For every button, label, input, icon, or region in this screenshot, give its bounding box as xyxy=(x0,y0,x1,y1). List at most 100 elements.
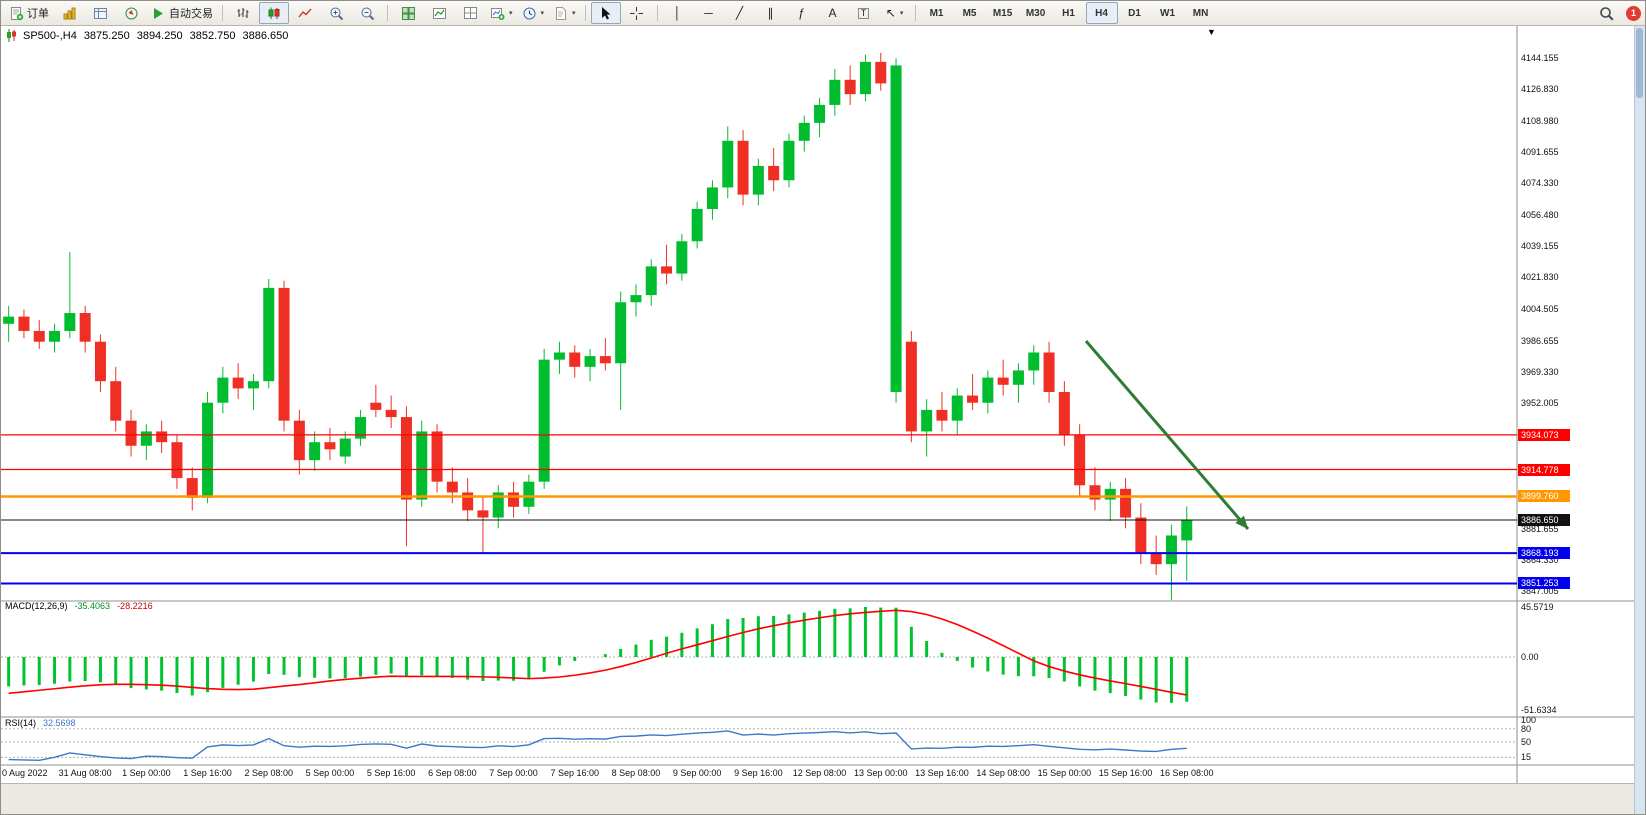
zoom-out-button[interactable] xyxy=(352,2,382,24)
candle-body xyxy=(416,431,428,500)
arrow-tools-button[interactable]: ↖ ▾ xyxy=(880,2,910,24)
timeframe-button-H4[interactable]: H4 xyxy=(1085,2,1118,24)
candle-body xyxy=(263,287,275,382)
timeframe-button-W1[interactable]: W1 xyxy=(1160,7,1176,19)
tile-windows-button[interactable] xyxy=(393,2,423,24)
fibonacci-button[interactable]: ƒ xyxy=(787,2,817,24)
chart-shift-marker[interactable]: ▼ xyxy=(1207,27,1216,37)
candle-body xyxy=(890,65,902,392)
zoom-in-button[interactable] xyxy=(321,2,351,24)
price-tick: 4021.830 xyxy=(1521,272,1559,283)
new-chart-button[interactable]: ▾ xyxy=(486,2,517,24)
rsi-line xyxy=(8,730,1187,761)
candle-body xyxy=(186,478,198,498)
candle-body xyxy=(676,241,688,274)
scrollbar-thumb[interactable] xyxy=(1636,28,1643,98)
vertical-line-button[interactable]: │ xyxy=(663,2,693,24)
bar-chart-icon xyxy=(237,7,248,18)
timeframe-button-M15[interactable]: M15 xyxy=(992,7,1013,19)
tile-windows-icon xyxy=(401,6,415,20)
rsi-label: RSI(14) xyxy=(5,718,37,728)
candle-body xyxy=(247,381,259,389)
candle-body xyxy=(599,356,611,364)
notification-badge[interactable]: 1 xyxy=(1626,5,1641,21)
time-label: 15 Sep 00:00 xyxy=(1037,768,1092,778)
indicators-button[interactable] xyxy=(424,2,454,24)
navigator-button[interactable] xyxy=(116,2,146,24)
candle-body xyxy=(722,140,734,188)
templates-button[interactable]: ▾ xyxy=(549,2,580,24)
channel-icon: ∥ xyxy=(767,6,774,20)
ohlc-header: SP500-,H4 3875.250 3894.250 3852.750 388… xyxy=(6,29,288,42)
candle-body xyxy=(309,442,321,461)
macd-axis-zero: 0.00 xyxy=(1521,652,1539,662)
candle-body xyxy=(615,302,627,364)
candle-body xyxy=(1028,352,1040,371)
arrange-charts-icon xyxy=(463,6,477,19)
data-window-button[interactable] xyxy=(85,2,115,24)
arrow-tool-icon: ↖ xyxy=(885,6,896,20)
text-button[interactable]: A xyxy=(818,2,848,24)
horizontal-line-button[interactable]: ─ xyxy=(694,2,724,24)
search-button[interactable] xyxy=(1591,2,1621,24)
crosshair-icon xyxy=(630,6,644,20)
macd-signal-value: -28.2216 xyxy=(117,601,153,611)
trendline-icon: ╱ xyxy=(735,6,744,20)
macd-main-value: -35.4063 xyxy=(74,601,111,611)
text-label-button[interactable]: T xyxy=(849,2,879,24)
candle-body xyxy=(492,492,504,518)
timeframe-button-MN[interactable]: MN xyxy=(1192,7,1209,19)
candle-body xyxy=(783,140,795,181)
time-label: 9 Sep 00:00 xyxy=(672,768,722,778)
market-watch-button[interactable] xyxy=(54,2,84,24)
line-chart-button[interactable] xyxy=(290,2,320,24)
rsi-value: 32.5698 xyxy=(43,718,76,728)
arrange-charts-button[interactable] xyxy=(455,2,485,24)
candle-body xyxy=(1074,435,1086,486)
new-order-button[interactable]: 订单 xyxy=(5,2,53,24)
candle-body xyxy=(829,79,841,105)
period-button[interactable]: ▾ xyxy=(518,2,549,24)
crosshair-button[interactable] xyxy=(622,2,652,24)
trendline-button[interactable]: ╱ xyxy=(725,2,755,24)
candle-body xyxy=(982,377,994,403)
candle-body xyxy=(1135,517,1147,554)
candle-body xyxy=(569,352,581,367)
text-label-icon: T xyxy=(857,7,870,19)
indicators-icon xyxy=(432,7,446,19)
candle-body xyxy=(691,208,703,242)
price-tick: 4056.480 xyxy=(1521,210,1559,221)
autotrading-button[interactable]: 自动交易 xyxy=(147,2,217,24)
timeframe-button-M30[interactable]: M30 xyxy=(1025,7,1046,19)
candle-body xyxy=(844,79,856,95)
timeframe-button-H1[interactable]: H1 xyxy=(1062,7,1075,19)
candle-body xyxy=(3,316,15,324)
candle-body xyxy=(339,438,351,457)
toolbar-separator xyxy=(387,5,388,21)
candlestick-chart-button[interactable] xyxy=(259,2,289,24)
timeframe-button-D1[interactable]: D1 xyxy=(1128,7,1141,19)
candle-body xyxy=(1104,488,1116,500)
rsi-axis-tick: 80 xyxy=(1521,723,1532,734)
dropdown-caret-icon: ▾ xyxy=(899,10,904,17)
price-tag: 3899.760 xyxy=(1518,490,1570,503)
candle-body xyxy=(875,61,887,84)
high-value: 3894.250 xyxy=(136,29,183,42)
price-tag: 3934.073 xyxy=(1518,428,1570,441)
cursor-button[interactable] xyxy=(590,2,621,24)
candle-body xyxy=(202,402,214,498)
toolbar-separator xyxy=(584,5,586,21)
candle-body xyxy=(477,510,489,518)
timeframe-button-M1[interactable]: M1 xyxy=(929,7,944,19)
candle-body xyxy=(1012,370,1024,385)
candle-body xyxy=(125,420,137,446)
rsi-axis-tick: 100 xyxy=(1521,715,1537,725)
candle-body xyxy=(936,409,948,421)
channel-button[interactable]: ∥ xyxy=(756,2,786,24)
vertical-scrollbar[interactable] xyxy=(1634,25,1645,814)
price-chart[interactable] xyxy=(1,25,1646,815)
timeframe-button-M5[interactable]: M5 xyxy=(962,7,977,19)
time-label: 15 Sep 16:00 xyxy=(1098,768,1153,778)
bar-chart-button[interactable] xyxy=(228,2,258,24)
